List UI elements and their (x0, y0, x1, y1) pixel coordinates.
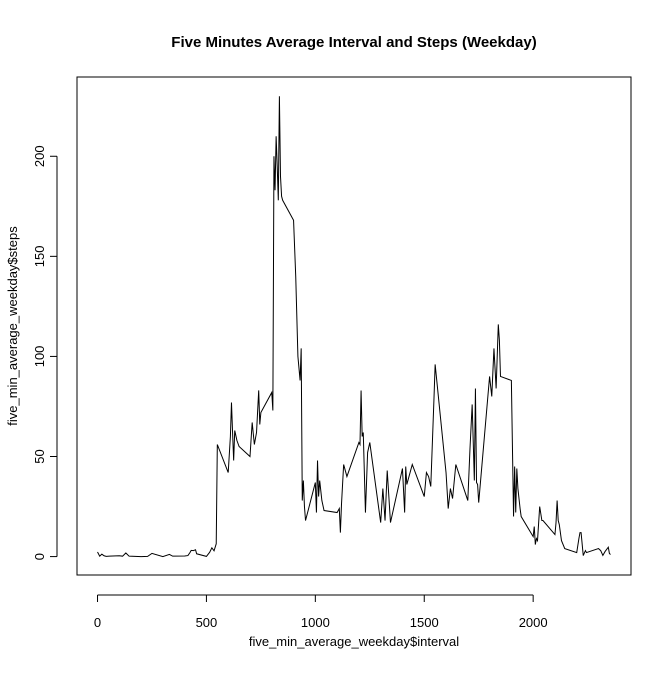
x-tick-label: 1500 (410, 615, 439, 630)
x-tick-label: 1000 (301, 615, 330, 630)
y-tick-label: 50 (32, 449, 47, 463)
y-tick-label: 100 (32, 346, 47, 368)
plot-frame (76, 76, 632, 576)
chart-title: Five Minutes Average Interval and Steps … (171, 34, 536, 51)
x-axis-title: five_min_average_weekday$interval (249, 634, 459, 649)
y-tick-label: 0 (32, 553, 47, 560)
y-tick-label: 150 (32, 245, 47, 267)
x-tick-label: 2000 (519, 615, 548, 630)
data-line (97, 96, 611, 558)
x-tick-label: 0 (94, 615, 101, 630)
x-tick-label: 500 (196, 615, 218, 630)
y-tick-label: 200 (32, 145, 47, 167)
y-axis-title: five_min_average_weekday$steps (5, 226, 20, 426)
